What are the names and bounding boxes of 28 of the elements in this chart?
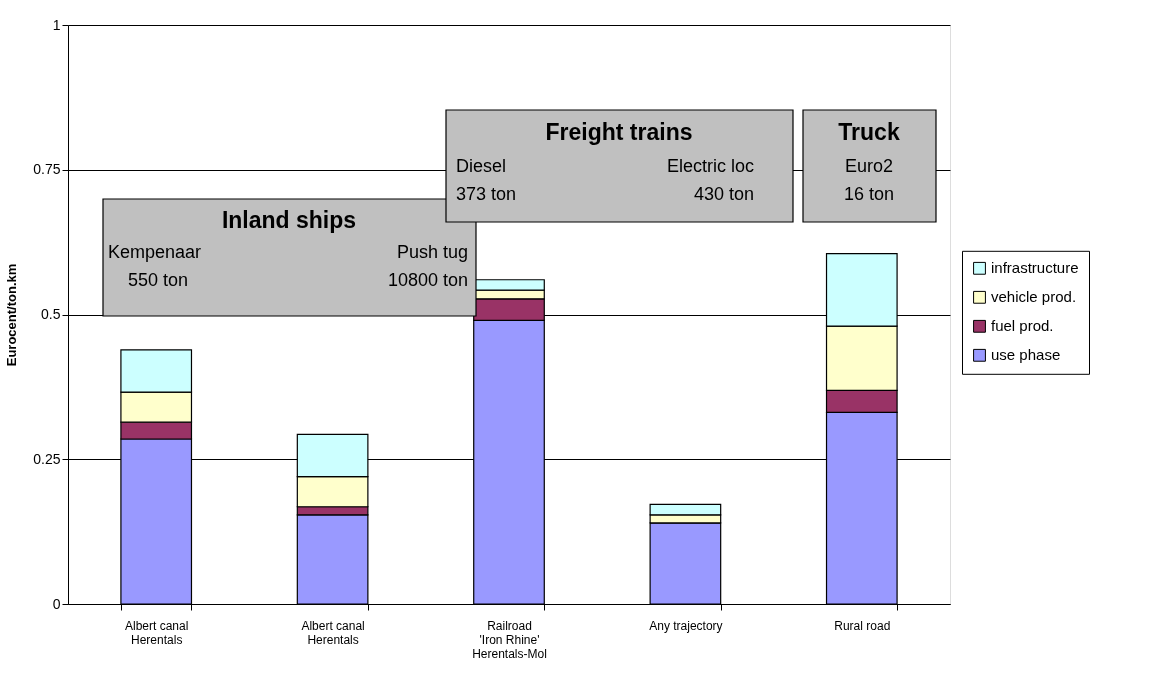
annotation: 550 ton — [128, 270, 189, 290]
legend-label: vehicle prod. — [991, 288, 1077, 306]
x-tick-label: Rural road — [834, 618, 891, 633]
legend-label: fuel prod. — [991, 317, 1054, 335]
y-tick-label: 1 — [52, 16, 61, 33]
annotation: Truck — [838, 119, 900, 145]
annotation: 373 ton — [456, 184, 517, 204]
x-tick-label: Albert canal Herentals — [301, 618, 365, 647]
annotation: Kempenaar — [108, 242, 202, 262]
annotation: Euro2 — [844, 156, 894, 176]
y-tick-label: 0.25 — [33, 450, 61, 467]
annotation: 430 ton — [693, 184, 754, 204]
annotation: 16 ton — [843, 184, 895, 204]
x-tick-label: Any trajectory — [649, 618, 723, 633]
legend-label: use phase — [991, 346, 1061, 364]
annotation: Freight trains — [545, 119, 693, 145]
annotation: Push tug — [396, 242, 468, 262]
x-tick-label: Railroad 'Iron Rhine' Herentals-Mol — [472, 618, 547, 661]
annotation: Inland ships — [221, 207, 357, 233]
annotation: Electric loc — [666, 156, 754, 176]
legend-label: infrastructure — [991, 259, 1079, 277]
annotation: Diesel — [456, 156, 507, 176]
y-tick-label: 0.75 — [33, 161, 61, 178]
x-tick-label: Albert canal Herentals — [125, 618, 189, 647]
annotation: 10800 ton — [387, 270, 468, 290]
y-tick-label: 0 — [52, 595, 61, 612]
y-axis-title: Eurocent/ton.km — [4, 263, 20, 367]
y-tick-label: 0.5 — [41, 306, 61, 322]
